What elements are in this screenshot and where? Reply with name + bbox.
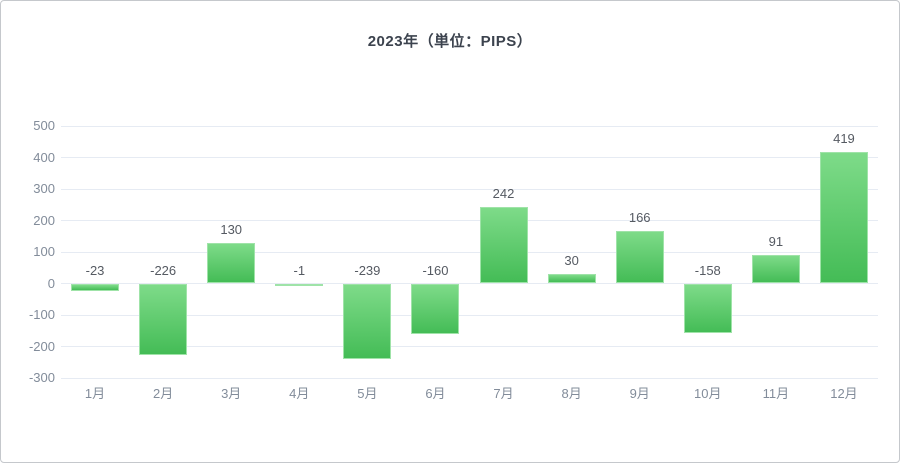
gridline	[61, 188, 878, 190]
bar-value-label: 30	[564, 253, 579, 269]
x-axis-tick-label: 5月	[357, 386, 378, 401]
x-axis-tick-label: 6月	[425, 386, 446, 401]
y-axis-tick-label: 400	[33, 149, 55, 165]
y-axis-tick-label: -100	[28, 307, 55, 322]
bar-value-label: 130	[220, 221, 243, 237]
bar-value-label: -158	[694, 262, 721, 278]
bar-value-label: -226	[150, 262, 177, 278]
bar-value-label: -239	[354, 262, 381, 278]
bar-2月[interactable]	[139, 283, 188, 355]
gridline	[61, 377, 878, 379]
gridline	[61, 251, 878, 253]
bar-3月[interactable]	[207, 242, 256, 284]
x-axis-tick-label: 8月	[561, 386, 582, 401]
bar-value-label: 242	[492, 186, 515, 202]
bar-12月[interactable]	[819, 151, 868, 284]
y-axis-tick-label: 200	[33, 212, 55, 228]
x-axis-tick-label: 3月	[221, 386, 242, 401]
bar-10月[interactable]	[683, 283, 732, 334]
bar-6月[interactable]	[411, 283, 460, 334]
x-axis-tick-label: 10月	[694, 386, 722, 401]
bar-value-label: -23	[85, 262, 105, 278]
bar-9月[interactable]	[615, 231, 664, 284]
bar-value-label: 166	[628, 210, 651, 226]
chart-title: 2023年（単位：PIPS）	[367, 33, 533, 50]
bar-8月[interactable]	[547, 274, 596, 284]
gridline	[61, 314, 878, 316]
x-axis-tick-label: 2月	[153, 386, 174, 401]
x-axis-tick-label: 4月	[289, 386, 310, 401]
bar-value-label: 91	[768, 233, 784, 249]
bar-value-label: 419	[833, 130, 855, 146]
y-axis-tick-label: 500	[33, 118, 55, 133]
gridline	[61, 283, 878, 284]
x-axis-tick-label: 9月	[629, 386, 650, 401]
y-axis-tick-label: 100	[33, 244, 55, 259]
bar-1月[interactable]	[71, 283, 120, 291]
y-axis-tick-label: 0	[47, 275, 55, 291]
gridline	[61, 346, 878, 347]
bar-11月[interactable]	[751, 254, 800, 284]
x-axis-tick-label: 1月	[84, 386, 106, 401]
gridline	[61, 157, 878, 158]
bar-4月[interactable]	[275, 283, 324, 286]
gridline	[61, 220, 878, 221]
bar-5月[interactable]	[343, 283, 392, 359]
gridline	[61, 125, 878, 127]
x-axis-tick-label: 7月	[493, 386, 514, 401]
y-axis-tick-label: -300	[28, 370, 55, 385]
y-axis-tick-label: -200	[28, 338, 55, 354]
bar-7月[interactable]	[479, 207, 528, 284]
bar-value-label: -160	[422, 262, 449, 278]
x-axis-tick-label: 12月	[830, 386, 858, 401]
x-axis-tick-label: 11月	[762, 386, 790, 401]
y-axis-tick-label: 300	[33, 181, 55, 196]
bar-value-label: -1	[293, 262, 306, 278]
